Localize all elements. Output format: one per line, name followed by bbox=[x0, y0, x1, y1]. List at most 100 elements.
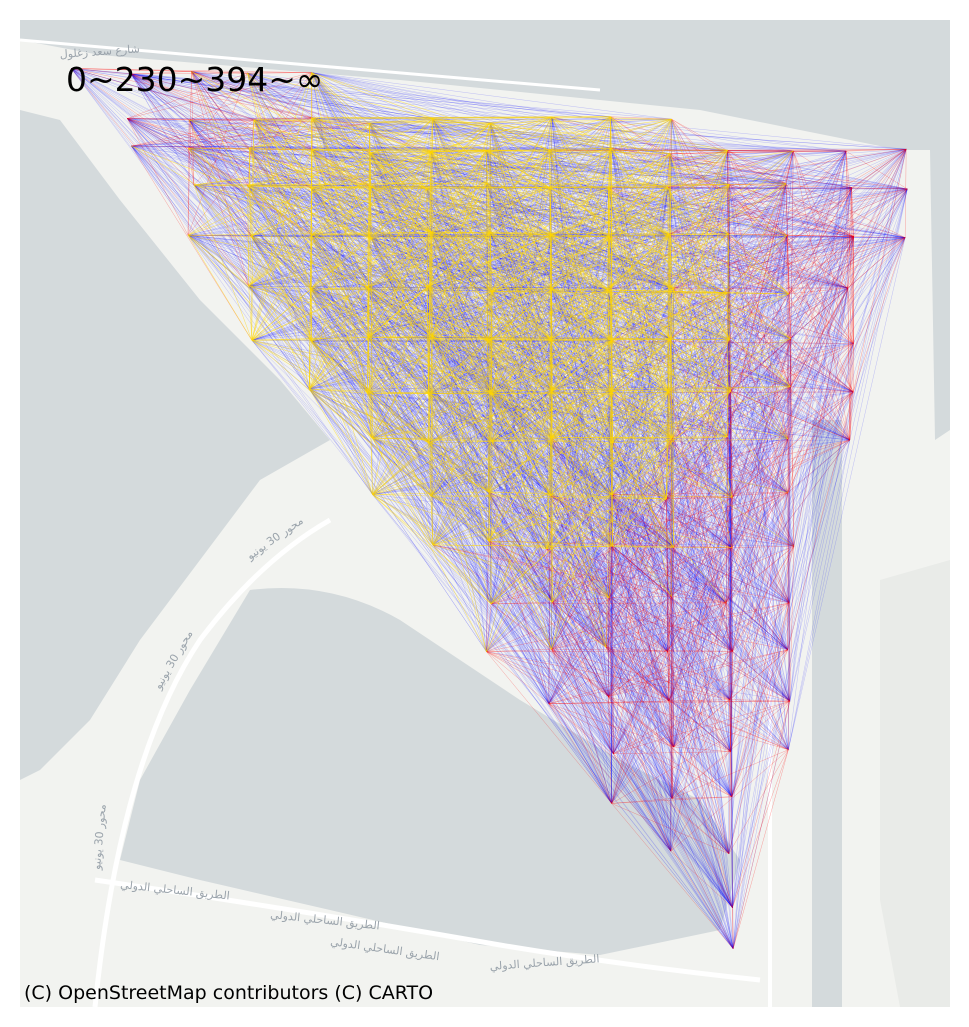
od-edge bbox=[611, 391, 854, 804]
od-edge bbox=[552, 389, 727, 603]
od-edge bbox=[670, 292, 727, 339]
od-edge bbox=[546, 390, 731, 550]
od-edge bbox=[549, 149, 609, 237]
od-edge bbox=[611, 547, 675, 804]
od-edge bbox=[668, 392, 673, 799]
od-edge bbox=[247, 182, 487, 186]
od-edge bbox=[732, 497, 795, 547]
od-edge bbox=[311, 187, 550, 236]
od-edge bbox=[372, 441, 493, 495]
od-edge bbox=[727, 233, 732, 392]
od-edge bbox=[605, 439, 850, 648]
od-edge bbox=[311, 187, 733, 498]
od-edge bbox=[726, 148, 907, 294]
od-edge bbox=[426, 286, 733, 908]
od-edge bbox=[127, 118, 248, 186]
od-edge bbox=[130, 73, 254, 120]
od-edge bbox=[669, 153, 788, 236]
od-edge bbox=[428, 343, 854, 394]
od-edge bbox=[729, 492, 789, 700]
od-edge bbox=[490, 603, 671, 852]
od-edge bbox=[730, 497, 733, 752]
od-edge bbox=[608, 696, 730, 854]
od-edge bbox=[847, 236, 855, 289]
od-edge bbox=[187, 151, 432, 236]
od-edge bbox=[486, 651, 549, 704]
od-edge bbox=[248, 186, 371, 287]
od-edge bbox=[309, 388, 734, 949]
od-edge bbox=[249, 122, 370, 149]
od-edge bbox=[728, 651, 733, 854]
od-edge bbox=[673, 339, 730, 748]
od-edge bbox=[607, 289, 612, 342]
od-edge bbox=[130, 73, 190, 121]
od-edge bbox=[670, 649, 788, 852]
od-edge bbox=[668, 187, 852, 702]
od-edge bbox=[432, 118, 613, 546]
od-edge bbox=[486, 182, 669, 393]
od-edge bbox=[488, 392, 669, 542]
od-edge bbox=[725, 438, 789, 603]
od-edge bbox=[311, 234, 609, 237]
od-edge bbox=[671, 236, 854, 438]
od-edge bbox=[732, 287, 849, 498]
od-edge bbox=[485, 122, 491, 151]
od-edge bbox=[311, 187, 730, 340]
od-edge bbox=[253, 119, 372, 239]
od-edge bbox=[486, 232, 491, 340]
od-edge bbox=[552, 389, 788, 651]
od-edge bbox=[130, 73, 731, 752]
od-edge bbox=[71, 68, 787, 184]
od-edge bbox=[608, 696, 614, 754]
od-edge bbox=[127, 118, 607, 648]
od-edge bbox=[729, 391, 732, 700]
od-edge bbox=[193, 184, 253, 341]
od-edge bbox=[367, 149, 728, 394]
od-edge bbox=[432, 544, 727, 603]
od-edge bbox=[486, 182, 610, 598]
od-edge bbox=[667, 651, 730, 854]
od-edge bbox=[127, 118, 487, 652]
od-edge bbox=[673, 602, 790, 748]
od-edge bbox=[486, 548, 548, 652]
od-edge bbox=[610, 116, 790, 295]
od-edge bbox=[611, 798, 673, 804]
od-edge bbox=[551, 149, 728, 235]
od-edge bbox=[368, 336, 612, 342]
od-edge bbox=[491, 393, 672, 852]
od-edge bbox=[732, 391, 854, 908]
od-edge bbox=[845, 150, 908, 190]
od-edge bbox=[730, 390, 789, 493]
od-edge bbox=[668, 151, 847, 702]
od-edge bbox=[432, 118, 612, 149]
od-edge bbox=[191, 71, 313, 119]
od-edge bbox=[732, 338, 791, 949]
od-edge bbox=[490, 603, 552, 650]
od-edge bbox=[672, 343, 854, 439]
od-edge bbox=[311, 117, 733, 908]
od-edge bbox=[372, 442, 613, 495]
od-edge bbox=[551, 233, 670, 438]
od-edge bbox=[552, 602, 607, 648]
od-edge bbox=[549, 183, 787, 188]
od-edge bbox=[612, 492, 788, 546]
od-edge bbox=[670, 338, 675, 548]
od-edge bbox=[432, 233, 669, 337]
od-edge bbox=[370, 186, 674, 748]
od-edge bbox=[486, 289, 608, 341]
od-edge bbox=[668, 287, 849, 702]
od-edge bbox=[787, 188, 908, 650]
od-edge bbox=[491, 148, 612, 292]
od-edge bbox=[491, 393, 673, 439]
od-edge bbox=[309, 388, 489, 493]
od-edge bbox=[372, 437, 613, 443]
od-edge bbox=[608, 236, 789, 439]
od-edge bbox=[432, 437, 552, 546]
od-edge bbox=[369, 122, 728, 151]
od-edge bbox=[608, 148, 612, 188]
od-edge bbox=[552, 188, 908, 603]
od-edge bbox=[490, 495, 551, 604]
od-edge bbox=[247, 183, 787, 186]
od-edge bbox=[729, 699, 734, 949]
od-edge bbox=[726, 293, 789, 493]
